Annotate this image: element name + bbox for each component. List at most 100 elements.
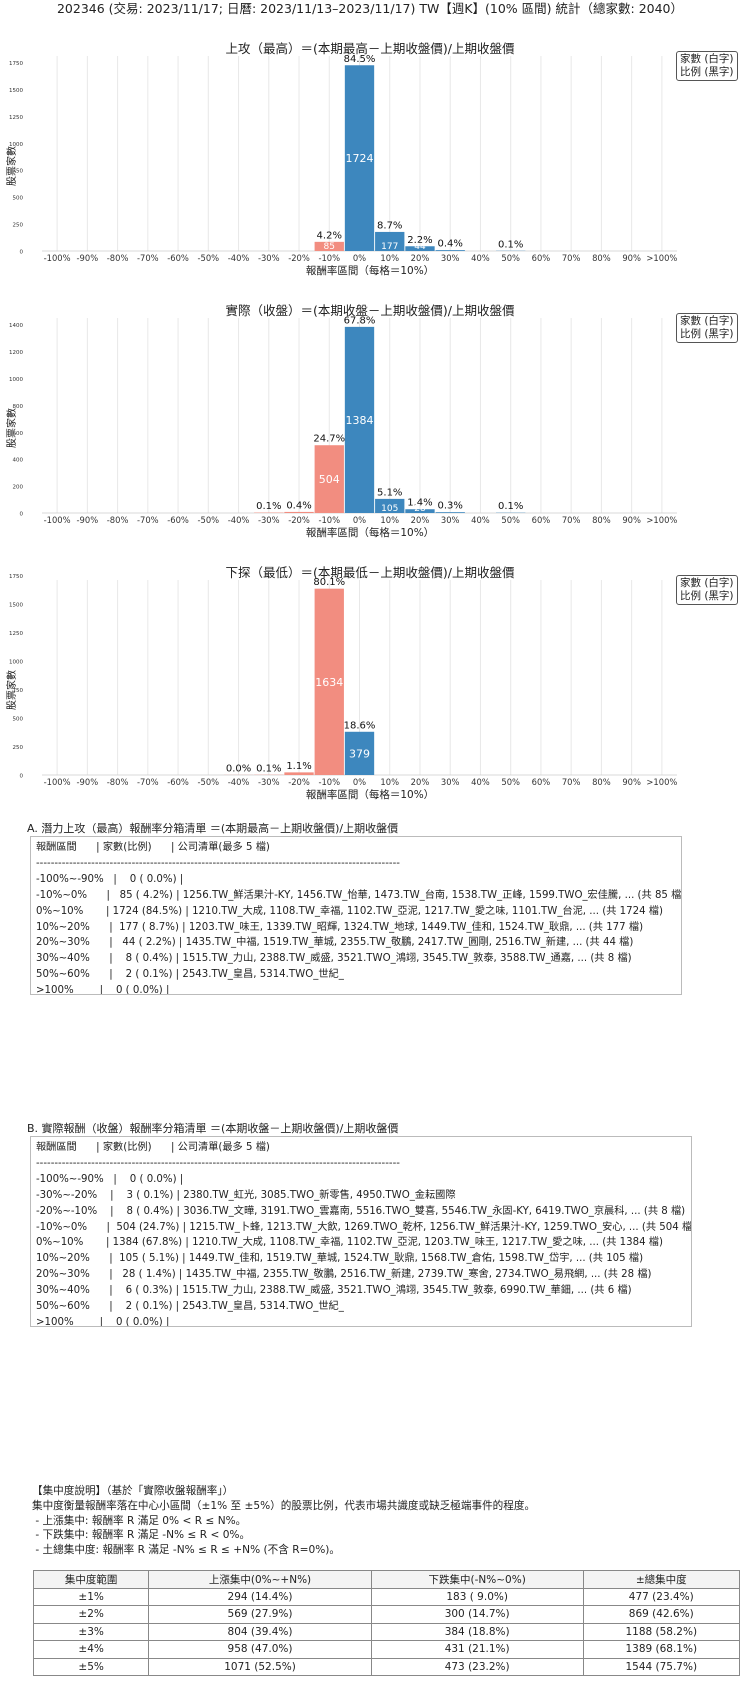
list-line: 10%~20% | 177 ( 8.7%) | 1203.TW_味王, 1339… bbox=[36, 921, 644, 933]
x-tick-label: -80% bbox=[107, 253, 129, 263]
x-tick-label: >100% bbox=[646, 777, 677, 787]
chart-title: 上攻（最高）＝(本期最高－上期收盤價)/上期收盤價 bbox=[225, 41, 515, 56]
table-cell: ±4% bbox=[32, 1640, 150, 1659]
table-row: ±4% 958 (47.0%) 431 (21.1%) 1389 (68.1%) bbox=[32, 1640, 740, 1659]
bar-count-label: 1384 bbox=[346, 414, 374, 427]
y-tick-label: 1200 bbox=[9, 350, 23, 356]
table-row: ±5% 1071 (52.5%) 473 (23.2%) 1544 (75.7%) bbox=[32, 1657, 740, 1676]
legend: 家數 (白字) 比例 (黑字) bbox=[676, 575, 738, 605]
x-tick-label: 50% bbox=[501, 777, 520, 787]
x-tick-label: -10% bbox=[318, 777, 340, 787]
y-tick-label: 0 bbox=[20, 774, 24, 780]
x-tick-label: 10% bbox=[380, 515, 399, 525]
bar-count-label: 379 bbox=[349, 747, 370, 760]
chart-plot: 0 200 400 600 800 1000 1200 1400 -100% -90% -80% -7… bbox=[9, 315, 677, 525]
y-tick-label: 1400 bbox=[9, 323, 23, 329]
list-line: 30%~40% | 6 ( 0.3%) | 1515.TW_力山, 2388.T… bbox=[36, 1285, 632, 1297]
bar bbox=[405, 246, 435, 251]
bar bbox=[344, 326, 375, 513]
x-tick-label: 50% bbox=[501, 253, 520, 263]
concentration-note: 【集中度說明】（基於「實際收盤報酬率」） 集中度衡量報酬率落在中心小區間（±1% … bbox=[32, 1484, 535, 1558]
concentration-table: 集中度範圍 上漲集中(0%~+N%) 下跌集中(-N%~0%) ±總集中度 ±1… bbox=[32, 1570, 740, 1676]
x-tick-label: 0% bbox=[353, 777, 366, 787]
bar-count-label: 1634 bbox=[315, 676, 343, 689]
bar-percent-label: 0.1% bbox=[256, 763, 281, 774]
y-tick-label: 200 bbox=[13, 485, 24, 491]
x-tick-label: 30% bbox=[441, 515, 460, 525]
legend-count-label: 家數 (白字) bbox=[680, 315, 734, 327]
x-axis-label: 報酬率區間（每格＝10%） bbox=[305, 265, 435, 277]
x-tick-label: 10% bbox=[380, 777, 399, 787]
column-header: 下跌集中(-N%~0%) bbox=[370, 1570, 584, 1589]
x-tick-label: 60% bbox=[532, 777, 551, 787]
bar-percent-label: 1.4% bbox=[407, 498, 432, 509]
table-cell: 431 (21.1%) bbox=[370, 1640, 584, 1659]
x-tick-label: -40% bbox=[228, 253, 250, 263]
x-tick-label: 40% bbox=[471, 253, 490, 263]
x-tick-label: -60% bbox=[167, 515, 189, 525]
y-tick-label: 600 bbox=[13, 431, 24, 437]
section-b-list: 報酬區間 | 家數(比例) | 公司清單(最多 5 檔) ------------… bbox=[30, 1136, 692, 1327]
bar-percent-label: 18.6% bbox=[344, 720, 376, 731]
x-tick-label: -50% bbox=[197, 515, 219, 525]
x-tick-label: -10% bbox=[318, 253, 340, 263]
list-line: -30%~-20% | 3 ( 0.1%) | 2380.TW_虹光, 3085… bbox=[36, 1189, 456, 1201]
list-line: 20%~30% | 28 ( 1.4%) | 1435.TW_中福, 2355.… bbox=[36, 1269, 652, 1281]
bar-percent-label: 0.1% bbox=[498, 239, 523, 250]
list-line: -20%~-10% | 8 ( 0.4%) | 3036.TW_文曄, 3191… bbox=[36, 1205, 686, 1217]
x-axis-label: 報酬率區間（每格＝10%） bbox=[305, 789, 435, 801]
bar-count-label: 504 bbox=[319, 473, 340, 486]
table-row: ±2% 569 (27.9%) 300 (14.7%) 869 (42.6%) bbox=[32, 1605, 740, 1624]
list-line: >100% | 0 ( 0.0%) | bbox=[36, 1316, 170, 1327]
bar-count-label: 28 bbox=[414, 504, 426, 514]
x-tick-label: 10% bbox=[380, 253, 399, 263]
x-tick-label: -60% bbox=[167, 253, 189, 263]
x-tick-label: 50% bbox=[501, 515, 520, 525]
legend-ratio-label: 比例 (黑字) bbox=[680, 66, 734, 78]
note-line: 【集中度說明】（基於「實際收盤報酬率」） bbox=[32, 1485, 234, 1497]
chart-downside: 下探（最低）＝(本期最低－上期收盤價)/上期收盤價 股票家數 0 250 500 75… bbox=[0, 562, 740, 812]
legend-count-label: 家數 (白字) bbox=[680, 53, 734, 65]
chart-upside: 上攻（最高）＝(本期最高－上期收盤價)/上期收盤價 股票家數 0 250 500 75… bbox=[0, 38, 740, 288]
bar bbox=[314, 588, 344, 775]
bar-percent-label: 0.1% bbox=[498, 501, 523, 512]
y-tick-label: 1750 bbox=[9, 61, 23, 67]
legend: 家數 (白字) 比例 (黑字) bbox=[676, 51, 738, 81]
x-tick-label: 20% bbox=[411, 515, 430, 525]
table-cell: 1389 (68.1%) bbox=[582, 1640, 740, 1659]
bar-count-label: 85 bbox=[324, 242, 335, 252]
x-tick-label: -20% bbox=[288, 253, 310, 263]
y-tick-label: 800 bbox=[13, 404, 24, 410]
bar-count-label: 105 bbox=[381, 504, 398, 514]
table-cell: 869 (42.6%) bbox=[582, 1605, 740, 1624]
x-tick-label: 20% bbox=[411, 253, 430, 263]
table-cell: 477 (23.4%) bbox=[582, 1587, 740, 1606]
bar bbox=[314, 241, 344, 251]
bar-percent-label: 0.3% bbox=[438, 501, 463, 512]
column-header: 集中度範圍 bbox=[32, 1570, 150, 1589]
table-row: ±1% 294 (14.4%) 183 ( 9.0%) 477 (23.4%) bbox=[32, 1587, 740, 1606]
x-tick-label: 60% bbox=[532, 253, 551, 263]
bar-percent-label: 0.4% bbox=[438, 239, 463, 250]
bar-percent-label: 24.7% bbox=[313, 434, 345, 445]
list-line: 10%~20% | 105 ( 5.1%) | 1449.TW_佳和, 1519… bbox=[36, 1253, 644, 1265]
bar-percent-label: 1.1% bbox=[286, 761, 311, 772]
x-tick-label: -40% bbox=[228, 777, 250, 787]
chart-title: 實際（收盤）＝(本期收盤－上期收盤價)/上期收盤價 bbox=[225, 303, 515, 318]
table-cell: ±2% bbox=[32, 1605, 150, 1624]
page-title: 202346 (交易: 2023/11/17; 日曆: 2023/11/13–2… bbox=[56, 1, 684, 16]
y-tick-label: 0 bbox=[20, 512, 24, 518]
x-tick-label: 80% bbox=[592, 777, 611, 787]
table-cell: ±1% bbox=[32, 1587, 150, 1606]
table-cell: 473 (23.2%) bbox=[370, 1657, 584, 1676]
table-cell: ±3% bbox=[32, 1622, 150, 1641]
x-tick-label: 30% bbox=[441, 253, 460, 263]
x-tick-label: 80% bbox=[592, 253, 611, 263]
chart-close: 實際（收盤）＝(本期收盤－上期收盤價)/上期收盤價 股票家數 0 200 400 60… bbox=[0, 300, 740, 550]
note-line: 集中度衡量報酬率落在中心小區間（±1% 至 ±5%）的股票比例，代表市場共識度或… bbox=[32, 1499, 536, 1512]
column-header: 上漲集中(0%~+N%) bbox=[148, 1570, 372, 1589]
x-tick-label: 60% bbox=[532, 515, 551, 525]
column-header: ±總集中度 bbox=[582, 1570, 740, 1589]
table-row: ±3% 804 (39.4%) 384 (18.8%) 1188 (58.2%) bbox=[32, 1622, 740, 1641]
bar bbox=[284, 772, 314, 775]
